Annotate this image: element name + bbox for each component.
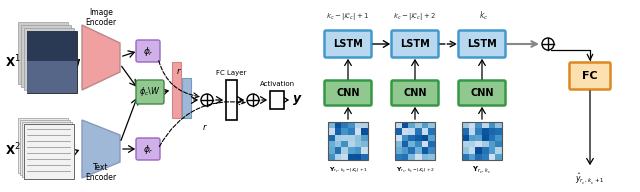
Bar: [462, 122, 502, 160]
Text: Image
Encoder: Image Encoder: [85, 8, 116, 27]
Text: $\phi_r$: $\phi_r$: [143, 142, 154, 156]
Text: CNN: CNN: [336, 88, 360, 98]
Polygon shape: [82, 120, 120, 178]
Bar: [395, 122, 435, 160]
Text: $\mathbf{Y}_{r_c,\, k_c}$: $\mathbf{Y}_{r_c,\, k_c}$: [472, 165, 492, 176]
Text: FC Layer: FC Layer: [216, 70, 246, 76]
Text: CNN: CNN: [403, 88, 427, 98]
FancyBboxPatch shape: [458, 80, 506, 105]
Bar: [24, 28, 74, 90]
Text: $\mathbf{Y}_{r_c,\, k_c-|\mathcal{K}_c|+1}$: $\mathbf{Y}_{r_c,\, k_c-|\mathcal{K}_c|+…: [328, 165, 367, 174]
Text: LSTM: LSTM: [333, 39, 363, 49]
Bar: [18, 22, 68, 84]
Text: $k_c - |\mathcal{K}_c| + 1$: $k_c - |\mathcal{K}_c| + 1$: [326, 11, 370, 22]
Bar: [27, 31, 77, 93]
Text: $\mathbf{X}^2$: $\mathbf{X}^2$: [5, 142, 20, 158]
Bar: [172, 62, 181, 118]
Text: $\mathbf{X}^1$: $\mathbf{X}^1$: [5, 54, 20, 70]
FancyBboxPatch shape: [136, 40, 160, 62]
Text: $\hat{y}_{r_c,\, k_c+1}$: $\hat{y}_{r_c,\, k_c+1}$: [575, 172, 605, 187]
FancyBboxPatch shape: [136, 80, 164, 104]
FancyBboxPatch shape: [570, 63, 611, 89]
Bar: [22, 122, 72, 177]
Bar: [226, 80, 237, 120]
FancyBboxPatch shape: [458, 31, 506, 57]
Bar: [270, 91, 284, 109]
Text: CNN: CNN: [470, 88, 493, 98]
Text: $\phi_r$: $\phi_r$: [143, 45, 154, 57]
Polygon shape: [82, 25, 120, 90]
Bar: [328, 122, 368, 160]
FancyBboxPatch shape: [136, 138, 160, 160]
Text: $r$: $r$: [202, 122, 208, 132]
Text: LSTM: LSTM: [400, 39, 430, 49]
Text: $\phi_c\backslash W$: $\phi_c\backslash W$: [140, 85, 161, 98]
Text: $k_c$: $k_c$: [479, 9, 489, 22]
Text: $\mathbf{Y}_{r_c,\, k_c-|\mathcal{K}_c|+2}$: $\mathbf{Y}_{r_c,\, k_c-|\mathcal{K}_c|+…: [396, 165, 435, 174]
Bar: [18, 118, 68, 173]
Text: $\boldsymbol{y}$: $\boldsymbol{y}$: [292, 93, 303, 107]
Text: $r$: $r$: [176, 66, 182, 76]
Bar: [24, 124, 74, 179]
Bar: [182, 78, 191, 118]
Text: FC: FC: [582, 71, 598, 81]
Text: Text
Encoder: Text Encoder: [85, 163, 116, 182]
FancyBboxPatch shape: [392, 80, 438, 105]
Bar: [27, 31, 77, 61]
FancyBboxPatch shape: [392, 31, 438, 57]
FancyBboxPatch shape: [324, 80, 371, 105]
Bar: [27, 61, 77, 93]
Text: $k_c - |\mathcal{K}_c| + 2$: $k_c - |\mathcal{K}_c| + 2$: [394, 11, 436, 22]
Text: Activation: Activation: [259, 81, 294, 87]
Text: LSTM: LSTM: [467, 39, 497, 49]
Bar: [21, 25, 71, 87]
Bar: [20, 120, 70, 175]
FancyBboxPatch shape: [324, 31, 371, 57]
